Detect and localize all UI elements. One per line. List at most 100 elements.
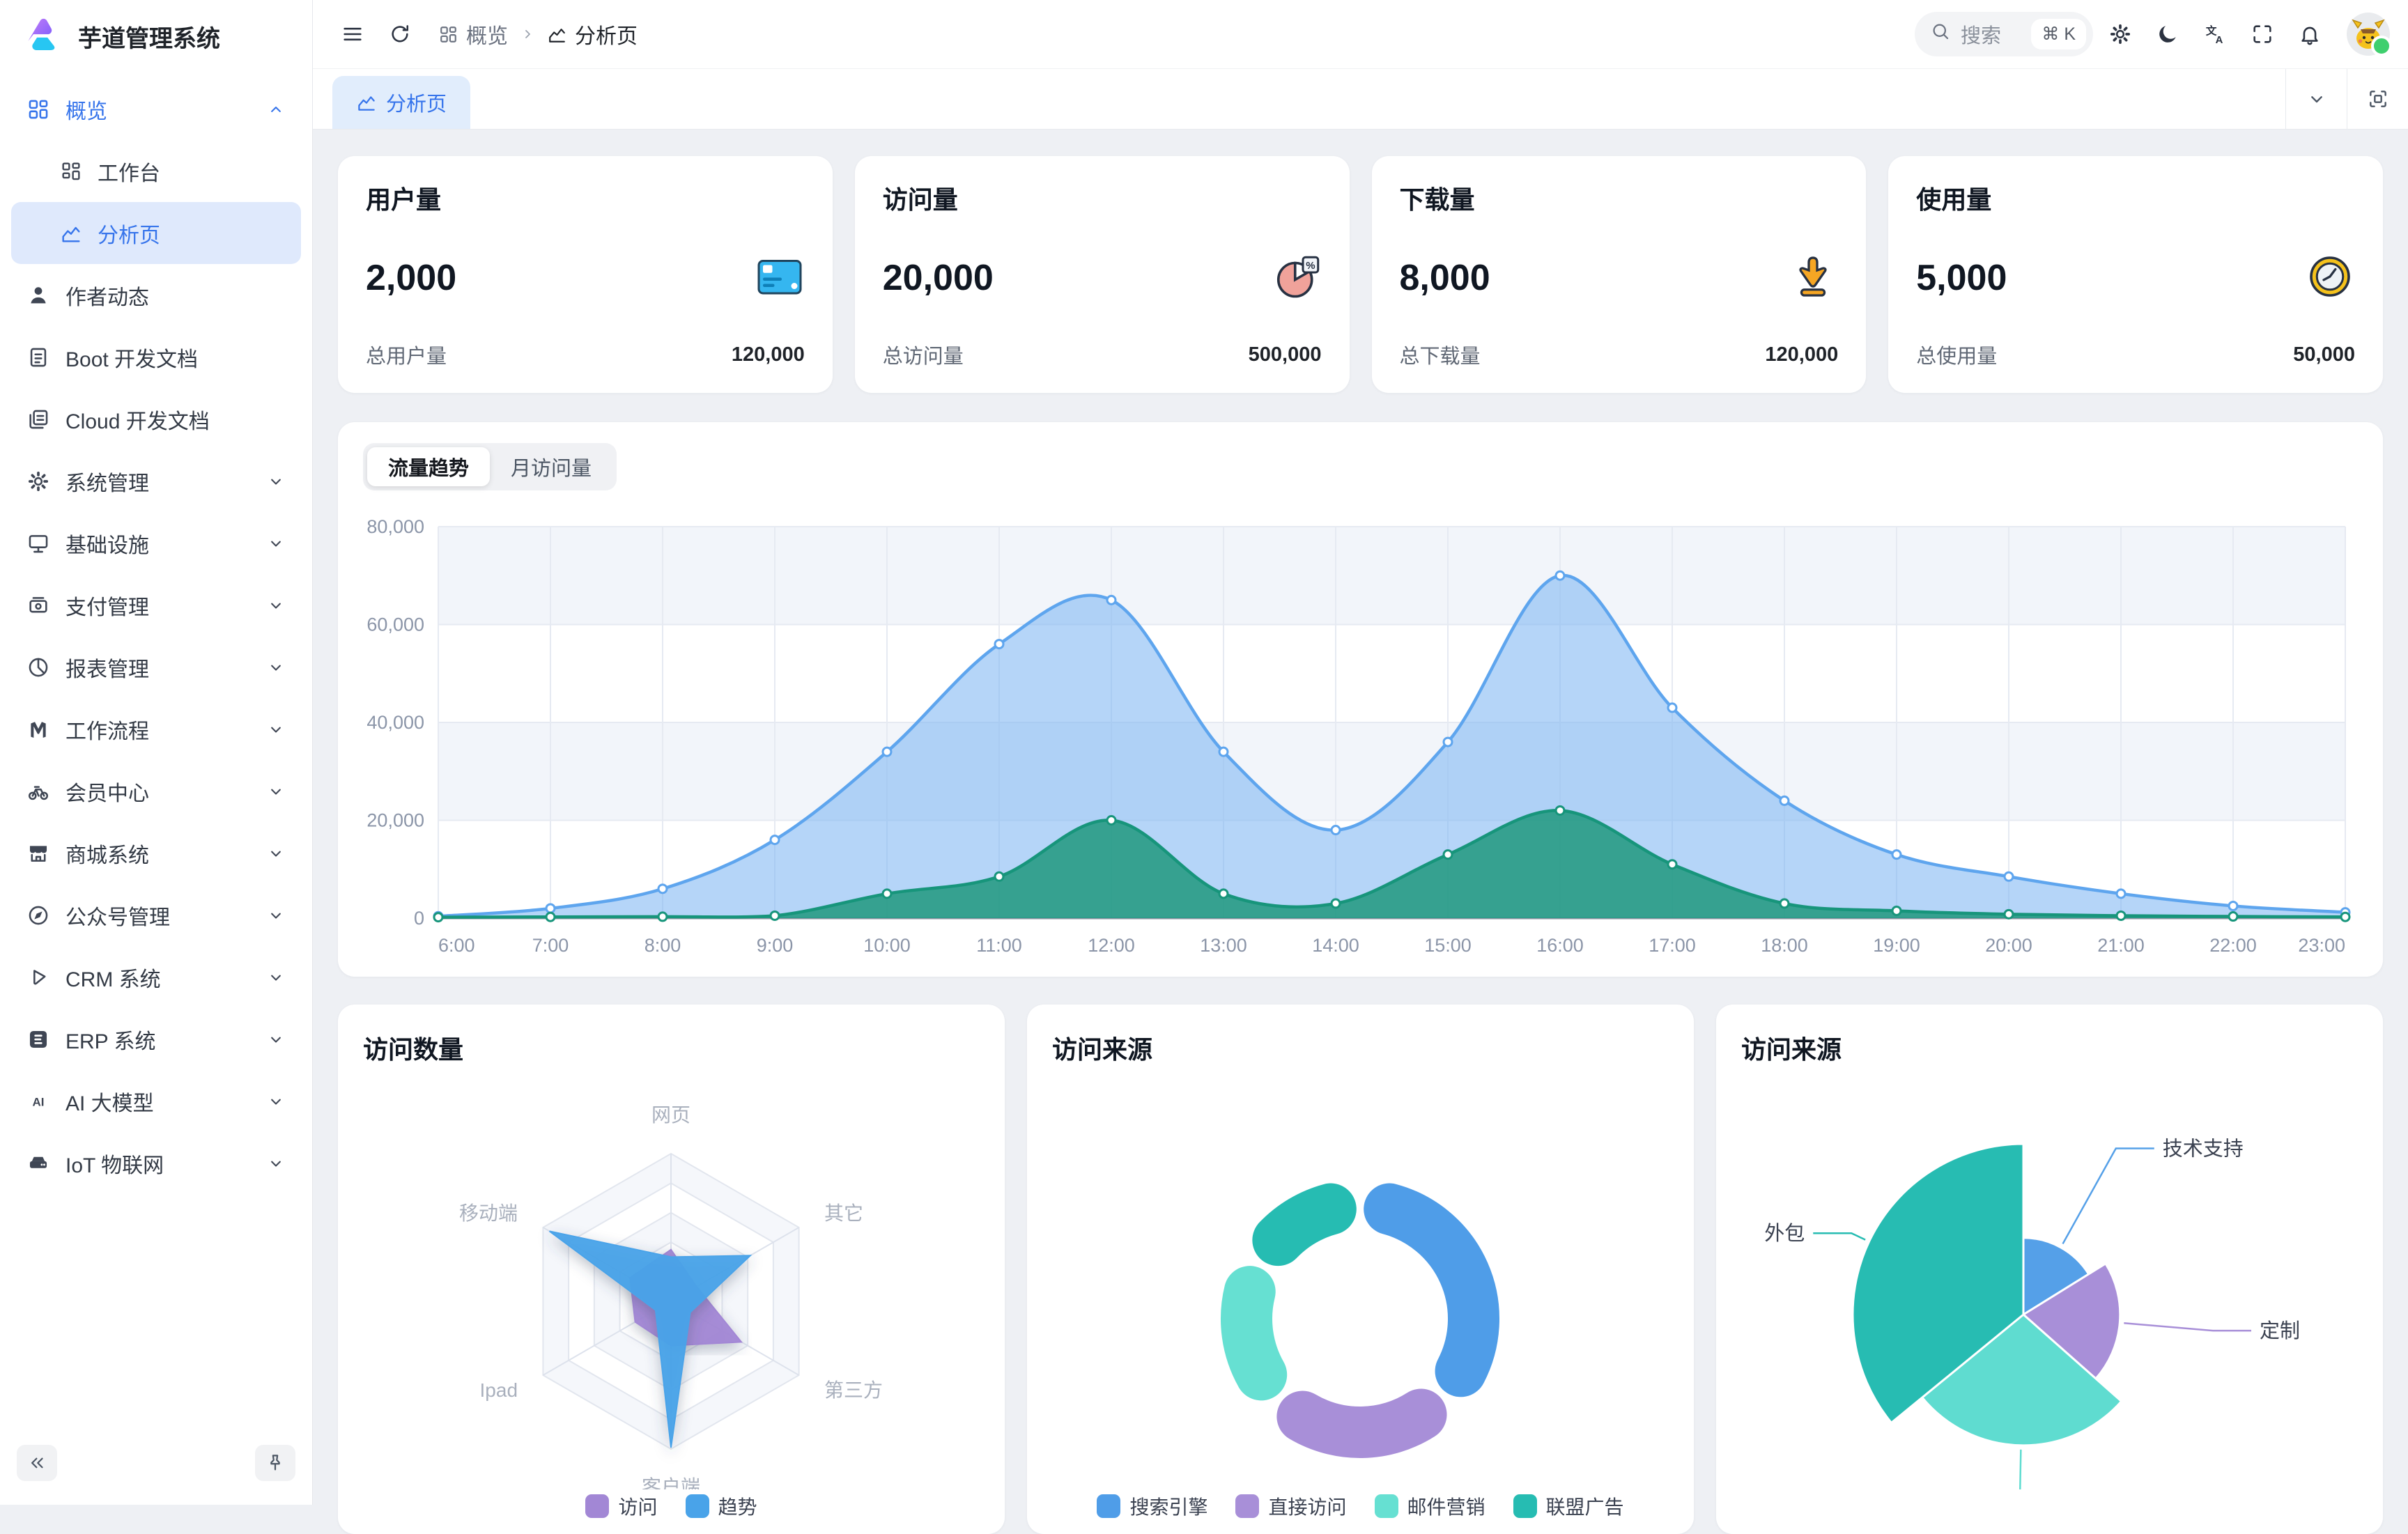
stat-card-使用量: 使用量 5,000 总使用量 50,000 [1888, 156, 2383, 393]
legend-item-联盟广告[interactable]: 联盟广告 [1513, 1492, 1624, 1520]
svg-text:10:00: 10:00 [863, 935, 911, 956]
search-shortcut-badge: ⌘ K [2031, 19, 2086, 49]
svg-text:外包: 外包 [1764, 1222, 1805, 1245]
tabs-dropdown-icon-button[interactable] [2285, 69, 2347, 129]
chevron-down-icon [271, 851, 281, 857]
stat-card-footer-value: 120,000 [1765, 343, 1839, 366]
stat-card-value: 20,000 [882, 258, 994, 298]
content-maximize-icon-button[interactable] [2347, 69, 2408, 129]
sidebar-item-概览[interactable]: 概览 [11, 78, 301, 140]
settings-icon-button[interactable] [2099, 13, 2142, 56]
sidebar-item-作者动态[interactable]: 作者动态 [11, 264, 301, 326]
legend-item-搜索引擎[interactable]: 搜索引擎 [1097, 1492, 1207, 1520]
sidebar-item-label: 基础设施 [65, 534, 149, 557]
legend-item-访问[interactable]: 访问 [585, 1492, 658, 1520]
svg-text:11:00: 11:00 [976, 935, 1022, 956]
stat-card-footer-label: 总用户量 [366, 346, 447, 368]
avatar[interactable] [2347, 13, 2392, 56]
donut-legend: 搜索引擎 直接访问 邮件营销 联盟广告 [1052, 1492, 1669, 1520]
sidebar-item-工作台[interactable]: 工作台 [11, 140, 301, 202]
svg-text:技术支持: 技术支持 [2163, 1137, 2244, 1160]
svg-text:0: 0 [414, 908, 424, 929]
bell-icon-button[interactable] [2288, 13, 2331, 56]
chevron-down-icon [271, 479, 281, 485]
sidebar-item-IoT 物联网[interactable]: IoT 物联网 [11, 1132, 301, 1194]
sources-rose-chart: 技术支持定制远程外包 [1764, 1137, 2300, 1489]
sidebar-item-商城系统[interactable]: 商城系统 [11, 822, 301, 884]
sidebar-item-label: 分析页 [98, 224, 160, 247]
sidebar-item-label: 工作流程 [65, 720, 149, 743]
svg-text:80,000: 80,000 [366, 516, 424, 537]
hamburger-icon [344, 27, 362, 41]
stat-card-footer-label: 总访问量 [882, 346, 964, 368]
sidebar-item-分析页[interactable]: 分析页 [11, 202, 301, 264]
sidebar-item-系统管理[interactable]: 系统管理 [11, 450, 301, 512]
bell-icon [2301, 26, 2318, 45]
compass-icon [29, 906, 48, 924]
sidebar-pin-button[interactable] [255, 1445, 295, 1481]
sidebar-item-label: 概览 [65, 100, 107, 123]
tab-分析页[interactable]: 分析页 [332, 76, 471, 129]
chevron-down-icon [271, 1037, 281, 1043]
legend-swatch [685, 1494, 709, 1518]
sidebar-item-label: Boot 开发文档 [65, 348, 199, 371]
svg-text:第三方: 第三方 [824, 1379, 883, 1401]
ai-icon: AI [33, 1095, 45, 1108]
app-title: 芋道管理系统 [78, 25, 220, 52]
sidebar-item-支付管理[interactable]: 支付管理 [11, 574, 301, 636]
sidebar-item-CRM 系统[interactable]: CRM 系统 [11, 946, 301, 1008]
panel-title: 访问数量 [363, 1035, 464, 1064]
stat-card-访问量: 访问量 20,000% 总访问量 500,000 [854, 156, 1350, 393]
trend-tab-group: 流量趋势 月访问量 [363, 443, 617, 490]
breadcrumb-separator-icon [519, 26, 536, 42]
tabbar-actions [2285, 69, 2408, 129]
sidebar-item-工作流程[interactable]: 工作流程 [11, 698, 301, 760]
legend-item-趋势[interactable]: 趋势 [685, 1492, 757, 1520]
legend-item-直接访问[interactable]: 直接访问 [1235, 1492, 1347, 1520]
trend-tab-流量趋势[interactable]: 流量趋势 [367, 447, 491, 486]
fullscreen-icon-button[interactable] [2241, 13, 2284, 56]
legend-label: 邮件营销 [1407, 1496, 1485, 1518]
sidebar-item-label: 会员中心 [65, 782, 149, 805]
pie-percent-icon: % [1276, 256, 1319, 297]
theme-moon-icon-button[interactable] [2146, 13, 2189, 56]
iot-icon [29, 1156, 47, 1168]
monitor-icon [29, 534, 48, 552]
svg-text:文: 文 [2206, 24, 2217, 38]
refresh-icon-button[interactable] [378, 13, 422, 56]
chevron-right-icon [525, 30, 530, 38]
trend-tab-月访问量[interactable]: 月访问量 [490, 447, 612, 486]
sidebar-item-报表管理[interactable]: 报表管理 [11, 636, 301, 698]
search-input[interactable]: 搜索 ⌘ K [1915, 12, 2093, 56]
sidebar-item-基础设施[interactable]: 基础设施 [11, 512, 301, 574]
sidebar-item-ERP 系统[interactable]: ERP 系统 [11, 1008, 301, 1070]
legend-swatch [585, 1494, 610, 1518]
pie-icon [29, 658, 48, 676]
chevron-down-icon [271, 603, 281, 609]
sidebar: 芋道管理系统 概览工作台分析页作者动态 Boot 开发文档 Cloud 开发文档 系统… [0, 0, 313, 1505]
refresh-icon [392, 25, 409, 42]
breadcrumb-label: 概览 [466, 25, 508, 48]
svg-text:7:00: 7:00 [532, 935, 569, 956]
translate-icon: 文A [2206, 24, 2223, 46]
tab-label: 分析页 [386, 93, 447, 116]
breadcrumb-item[interactable]: 分析页 [547, 19, 638, 49]
svg-text:19:00: 19:00 [1873, 935, 1920, 956]
svg-text:16:00: 16:00 [1536, 935, 1584, 956]
sidebar-collapse-button[interactable] [17, 1445, 57, 1481]
sidebar-item-AI 大模型[interactable]: AI AI 大模型 [11, 1070, 301, 1132]
legend-item-邮件营销[interactable]: 邮件营销 [1374, 1492, 1485, 1520]
stat-card-footer-value: 120,000 [731, 343, 805, 366]
menu-toggle-icon-button[interactable] [331, 13, 374, 56]
sidebar-item-Boot 开发文档[interactable]: Boot 开发文档 [11, 326, 301, 388]
fullscreen-icon [2253, 25, 2271, 43]
logo: 芋道管理系统 [0, 0, 312, 72]
sidebar-footer [0, 1431, 312, 1505]
breadcrumb-item[interactable]: 概览 [438, 19, 508, 49]
sidebar-item-会员中心[interactable]: 会员中心 [11, 760, 301, 822]
sidebar-item-公众号管理[interactable]: 公众号管理 [11, 884, 301, 946]
gear-icon [28, 471, 49, 491]
sidebar-item-Cloud 开发文档[interactable]: Cloud 开发文档 [11, 388, 301, 450]
legend-label: 联盟广告 [1545, 1496, 1624, 1518]
